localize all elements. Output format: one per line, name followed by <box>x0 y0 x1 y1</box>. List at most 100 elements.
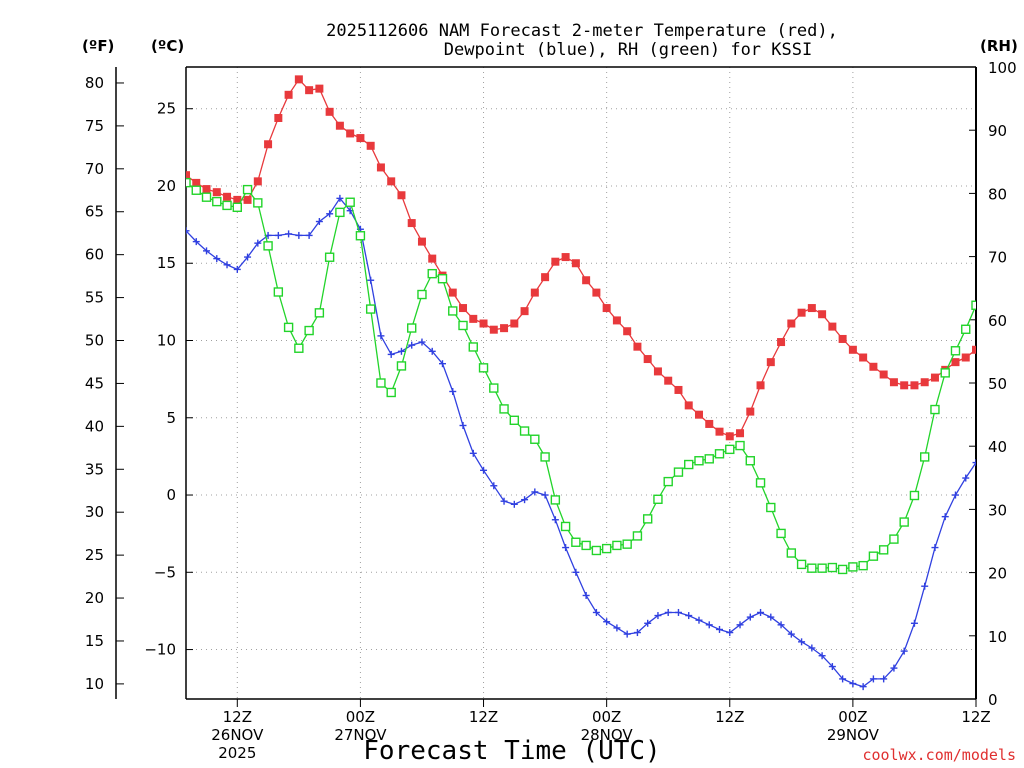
temp-point <box>335 121 344 130</box>
rh-point <box>324 252 335 262</box>
dewpoint-point <box>941 513 949 521</box>
dewpoint-point <box>295 231 303 239</box>
dewpoint-point <box>172 218 179 225</box>
grid-lines <box>186 67 977 699</box>
temp-point <box>223 192 232 201</box>
dewpoint-point <box>274 231 282 239</box>
rh-point <box>796 559 807 570</box>
x-tick-label: 28NOV <box>581 726 634 744</box>
temp-point <box>448 288 457 297</box>
dewpoint-point <box>418 338 426 346</box>
temp-point <box>623 327 632 336</box>
dewpoint-point <box>716 625 724 633</box>
dewpoint-point <box>213 255 221 263</box>
temp-point <box>869 362 878 371</box>
temp-point <box>520 307 529 316</box>
rh-tick-label: 0 <box>988 691 998 709</box>
dewpoint-point <box>572 568 580 576</box>
rh-point <box>509 415 520 425</box>
temp-point <box>397 191 406 200</box>
rh-point <box>889 534 899 544</box>
temp-point <box>541 273 550 282</box>
rh-point <box>468 342 478 352</box>
rh-point <box>335 207 345 218</box>
dewpoint-point <box>305 231 313 239</box>
dewpoint-point <box>387 350 395 358</box>
temp-point <box>807 304 816 313</box>
rh-point <box>365 304 376 314</box>
chart-title-line1: 2025112606 NAM Forecast 2-meter Temperat… <box>326 21 838 41</box>
temp-point <box>715 427 724 436</box>
dewpoint-point <box>951 491 959 499</box>
rh-point <box>396 361 407 371</box>
units-fahrenheit: (ºF) <box>82 37 114 55</box>
dewpoint-point <box>931 544 939 552</box>
x-tick-label: 27NOV <box>334 726 387 744</box>
rh-point <box>386 387 396 398</box>
dewpoint-point <box>480 466 488 474</box>
temp-point <box>243 195 252 204</box>
rh-point <box>848 562 858 572</box>
rh-point <box>550 495 561 505</box>
rh-point <box>704 454 714 464</box>
temp-point <box>407 219 416 228</box>
temp-point <box>694 410 703 419</box>
rh-point <box>519 426 530 436</box>
temp-point <box>264 140 273 149</box>
temp-point <box>233 195 242 204</box>
rh-point <box>489 383 499 393</box>
rh-point <box>858 560 868 571</box>
temp-point <box>633 342 642 351</box>
rh-tick-label: 60 <box>988 312 1007 330</box>
dewpoint-point <box>408 341 416 349</box>
temp-point <box>900 381 909 390</box>
rh-point <box>427 268 437 279</box>
rh-point <box>622 539 632 549</box>
rh-point <box>581 540 591 551</box>
rh-point <box>642 514 653 524</box>
f-tick-label: 10 <box>85 675 104 693</box>
c-tick-label: −5 <box>154 563 176 581</box>
dewpoint-point <box>223 261 231 269</box>
rh-point <box>725 444 735 455</box>
temp-point <box>315 84 324 93</box>
rh-point <box>684 459 694 470</box>
dewpoint-point <box>644 619 652 627</box>
rh-point <box>304 325 314 336</box>
rh-point <box>909 490 920 501</box>
rh-point <box>345 197 355 207</box>
dewpoint-point <box>674 608 682 616</box>
rh-point <box>232 202 242 213</box>
temp-point <box>612 316 621 325</box>
dewpoint-point <box>787 630 795 638</box>
rh-point <box>694 456 704 466</box>
rh-point <box>745 456 755 466</box>
dewpoint-point <box>521 496 529 504</box>
rh-point <box>376 378 386 388</box>
dewpoint-point <box>695 616 703 624</box>
temp-point <box>192 178 201 187</box>
temp-point <box>643 355 652 364</box>
temp-point <box>530 288 539 297</box>
x-tick-label: 12Z <box>961 708 990 726</box>
temp-point <box>859 353 868 362</box>
dewpoint-point <box>726 629 734 637</box>
x-tick-label: 2025 <box>218 744 256 762</box>
rh-point <box>673 467 684 477</box>
rh-point <box>766 502 776 513</box>
rh-point <box>448 306 458 316</box>
f-tick-label: 70 <box>85 160 104 178</box>
f-tick-label: 65 <box>85 203 104 221</box>
rh-tick-label: 40 <box>988 438 1007 456</box>
rh-point <box>591 545 602 556</box>
rh-tick-label: 100 <box>988 59 1017 77</box>
rh-point <box>263 241 273 251</box>
temp-point <box>561 253 570 262</box>
rh-point <box>314 308 325 318</box>
rh-point <box>950 346 961 356</box>
temp-point <box>417 237 426 246</box>
dewpoint-point <box>438 360 446 368</box>
dewpoint-point <box>705 621 713 629</box>
rh-point <box>632 531 643 541</box>
dewpoint-point <box>186 227 190 235</box>
